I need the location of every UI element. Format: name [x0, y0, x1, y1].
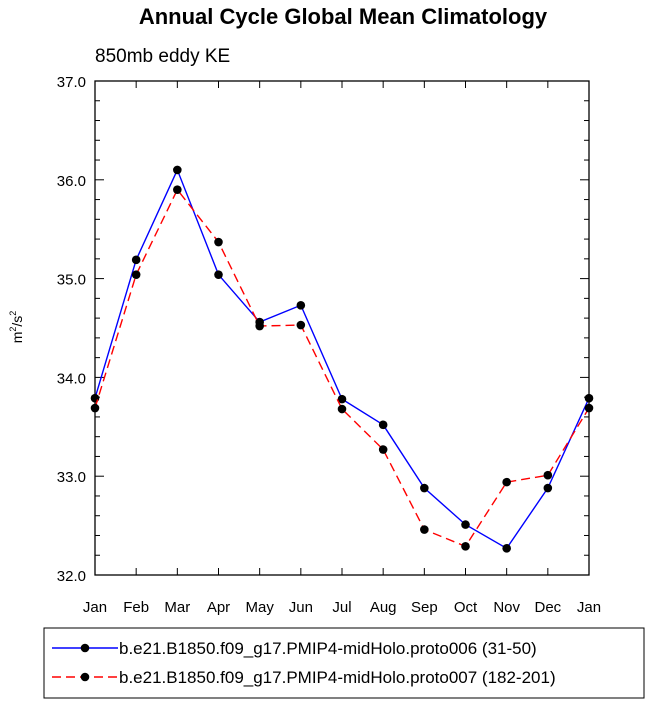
y-axis-label: m2/s2	[8, 311, 25, 344]
legend-item: b.e21.B1850.f09_g17.PMIP4-midHolo.proto0…	[52, 668, 556, 687]
data-point	[543, 470, 553, 480]
data-point	[378, 445, 388, 454]
x-tick-label: May	[245, 599, 274, 616]
plot-frame	[94, 80, 590, 576]
series-2	[90, 185, 594, 551]
series-1	[90, 165, 594, 553]
x-tick-label: Sep	[411, 599, 438, 616]
x-tick-label: Nov	[493, 599, 520, 616]
data-point	[502, 544, 511, 553]
x-tick-label: Jun	[289, 599, 313, 616]
y-axis-label-mid: /s	[9, 316, 25, 327]
legend-label: b.e21.B1850.f09_g17.PMIP4-midHolo.proto0…	[119, 668, 556, 687]
y-tick-label: 34.0	[57, 370, 86, 387]
data-point	[502, 477, 511, 487]
series-line	[94, 188, 590, 548]
data-point	[296, 320, 306, 330]
y-tick-label: 35.0	[57, 272, 86, 289]
y-tick-labels: 32.0 33.0 34.0 35.0 36.0 37.0	[57, 74, 86, 585]
data-point	[378, 420, 388, 430]
legend-marker	[80, 643, 90, 653]
data-point	[173, 165, 182, 175]
data-point	[543, 483, 553, 493]
data-point	[420, 525, 429, 534]
y-tick-label: 37.0	[57, 74, 86, 91]
data-point	[337, 404, 347, 414]
x-tick-label: Aug	[370, 599, 397, 616]
axis-ticks	[94, 80, 590, 576]
data-point	[131, 255, 141, 265]
legend-label: b.e21.B1850.f09_g17.PMIP4-midHolo.proto0…	[119, 639, 537, 658]
y-axis-label-exp2: 2	[8, 311, 18, 316]
x-tick-label: Jan	[577, 599, 601, 616]
legend-marker	[80, 672, 90, 682]
data-point	[214, 237, 223, 247]
x-tick-label: Jan	[83, 599, 107, 616]
legend-item: b.e21.B1850.f09_g17.PMIP4-midHolo.proto0…	[52, 639, 537, 658]
data-point	[255, 321, 264, 331]
series-layer	[90, 165, 594, 553]
data-point	[461, 542, 470, 551]
legend: b.e21.B1850.f09_g17.PMIP4-midHolo.proto0…	[43, 627, 645, 699]
y-tick-label: 33.0	[57, 469, 86, 486]
x-tick-label: Mar	[164, 599, 190, 616]
x-tick-label: Jul	[332, 599, 351, 616]
series-line	[94, 168, 590, 550]
data-point	[337, 394, 347, 404]
x-tick-label: Dec	[534, 599, 561, 616]
y-axis-label-base: m	[9, 332, 25, 344]
chart-subtitle: 850mb eddy KE	[95, 46, 230, 67]
y-tick-label: 32.0	[57, 568, 86, 585]
data-point	[420, 483, 429, 493]
y-axis-label-exp1: 2	[8, 327, 18, 332]
x-tick-label: Oct	[454, 599, 478, 616]
data-point	[173, 185, 182, 194]
data-point	[214, 270, 223, 279]
chart-title: Annual Cycle Global Mean Climatology	[139, 4, 548, 29]
data-point	[296, 300, 306, 310]
x-tick-label: Apr	[207, 599, 230, 616]
data-point	[131, 270, 141, 279]
x-tick-label: Feb	[123, 599, 149, 616]
legend-box	[43, 627, 645, 699]
y-tick-label: 36.0	[57, 173, 86, 190]
x-tick-labels: Jan Feb Mar Apr May Jun Jul Aug Sep Oct Nov Dec Jan	[83, 599, 601, 616]
data-point	[461, 520, 470, 529]
